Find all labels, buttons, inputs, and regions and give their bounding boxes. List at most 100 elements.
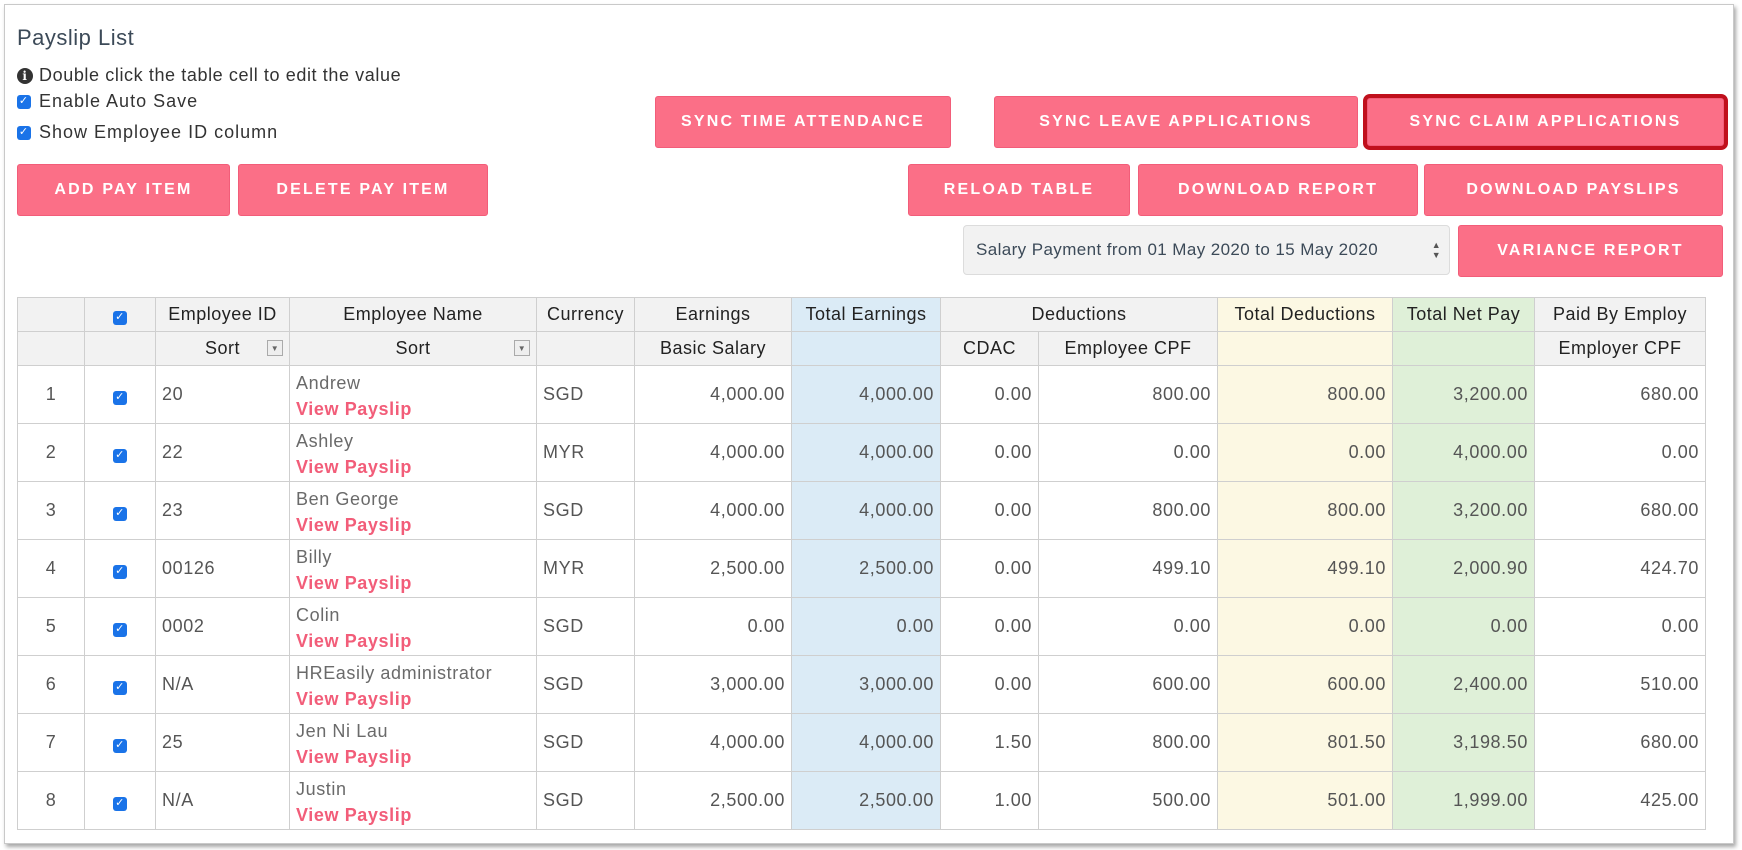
cell-total-earnings[interactable]: 2,500.00 — [791, 771, 941, 830]
cell-total-earnings[interactable]: 4,000.00 — [791, 423, 941, 482]
cell-total-net-pay[interactable]: 4,000.00 — [1392, 423, 1535, 482]
show-id-option[interactable]: ✓ Show Employee ID column — [17, 122, 278, 143]
period-select[interactable]: Salary Payment from 01 May 2020 to 15 Ma… — [963, 225, 1450, 275]
show-id-checkbox[interactable]: ✓ — [17, 125, 31, 140]
table-row[interactable]: 2 ✓ 22 Ashley View Payslip MYR 4,000.00 4,000.0… — [17, 423, 1706, 482]
cell-employer-cpf[interactable]: 510.00 — [1534, 655, 1706, 714]
row-checkbox[interactable]: ✓ — [113, 738, 127, 753]
cell-employer-cpf[interactable]: 0.00 — [1534, 597, 1706, 656]
cell-total-deductions[interactable]: 600.00 — [1217, 655, 1393, 714]
row-select-cell[interactable]: ✓ — [84, 655, 156, 714]
sort-employee-id[interactable]: Sort ▼ — [155, 331, 290, 366]
cell-employee-name[interactable]: Andrew View Payslip — [289, 365, 537, 424]
cell-employee-id[interactable]: N/A — [155, 655, 290, 714]
filter-dropdown-icon[interactable]: ▼ — [514, 340, 530, 356]
cell-cdac[interactable]: 1.00 — [940, 771, 1039, 830]
cell-employee-id[interactable]: 0002 — [155, 597, 290, 656]
cell-employee-cpf[interactable]: 499.10 — [1038, 539, 1218, 598]
cell-cdac[interactable]: 0.00 — [940, 655, 1039, 714]
cell-currency[interactable]: MYR — [536, 423, 635, 482]
cell-total-deductions[interactable]: 800.00 — [1217, 365, 1393, 424]
cell-employee-name[interactable]: HREasily administrator View Payslip — [289, 655, 537, 714]
cell-employee-name[interactable]: Ashley View Payslip — [289, 423, 537, 482]
cell-total-net-pay[interactable]: 3,200.00 — [1392, 365, 1535, 424]
row-select-cell[interactable]: ✓ — [84, 771, 156, 830]
cell-currency[interactable]: SGD — [536, 365, 635, 424]
cell-employee-name[interactable]: Billy View Payslip — [289, 539, 537, 598]
cell-basic-salary[interactable]: 2,500.00 — [634, 539, 792, 598]
view-payslip-link[interactable]: View Payslip — [296, 804, 412, 825]
cell-total-earnings[interactable]: 4,000.00 — [791, 365, 941, 424]
cell-total-earnings[interactable]: 4,000.00 — [791, 481, 941, 540]
cell-total-deductions[interactable]: 0.00 — [1217, 423, 1393, 482]
cell-total-deductions[interactable]: 501.00 — [1217, 771, 1393, 830]
cell-basic-salary[interactable]: 4,000.00 — [634, 713, 792, 772]
cell-employee-id[interactable]: 23 — [155, 481, 290, 540]
cell-employer-cpf[interactable]: 425.00 — [1534, 771, 1706, 830]
cell-employee-cpf[interactable]: 600.00 — [1038, 655, 1218, 714]
add-pay-item-button[interactable]: ADD PAY ITEM — [17, 164, 230, 216]
sync-claim-applications-button[interactable]: SYNC CLAIM APPLICATIONS — [1367, 98, 1724, 146]
cell-cdac[interactable]: 1.50 — [940, 713, 1039, 772]
filter-dropdown-icon[interactable]: ▼ — [267, 340, 283, 356]
cell-basic-salary[interactable]: 4,000.00 — [634, 423, 792, 482]
variance-report-button[interactable]: VARIANCE REPORT — [1458, 225, 1723, 277]
sort-employee-name[interactable]: Sort ▼ — [289, 331, 537, 366]
cell-employer-cpf[interactable]: 680.00 — [1534, 713, 1706, 772]
select-all-checkbox[interactable]: ✓ — [113, 310, 127, 325]
row-select-cell[interactable]: ✓ — [84, 597, 156, 656]
auto-save-option[interactable]: ✓ Enable Auto Save — [17, 91, 198, 112]
row-select-cell[interactable]: ✓ — [84, 423, 156, 482]
cell-total-net-pay[interactable]: 3,198.50 — [1392, 713, 1535, 772]
cell-basic-salary[interactable]: 2,500.00 — [634, 771, 792, 830]
cell-employee-cpf[interactable]: 800.00 — [1038, 365, 1218, 424]
row-select-cell[interactable]: ✓ — [84, 713, 156, 772]
cell-cdac[interactable]: 0.00 — [940, 597, 1039, 656]
cell-total-net-pay[interactable]: 2,400.00 — [1392, 655, 1535, 714]
cell-employee-name[interactable]: Colin View Payslip — [289, 597, 537, 656]
row-select-cell[interactable]: ✓ — [84, 365, 156, 424]
cell-basic-salary[interactable]: 4,000.00 — [634, 481, 792, 540]
cell-employee-id[interactable]: N/A — [155, 771, 290, 830]
cell-total-deductions[interactable]: 0.00 — [1217, 597, 1393, 656]
view-payslip-link[interactable]: View Payslip — [296, 746, 412, 767]
cell-employee-cpf[interactable]: 0.00 — [1038, 423, 1218, 482]
table-row[interactable]: 5 ✓ 0002 Colin View Payslip SGD 0.00 0.00 0.00 0.… — [17, 597, 1706, 656]
cell-total-deductions[interactable]: 499.10 — [1217, 539, 1393, 598]
table-row[interactable]: 8 ✓ N/A Justin View Payslip SGD 2,500.00 2,500.… — [17, 771, 1706, 830]
cell-basic-salary[interactable]: 0.00 — [634, 597, 792, 656]
row-checkbox[interactable]: ✓ — [113, 390, 127, 405]
cell-employee-id[interactable]: 25 — [155, 713, 290, 772]
cell-total-deductions[interactable]: 800.00 — [1217, 481, 1393, 540]
row-checkbox[interactable]: ✓ — [113, 622, 127, 637]
view-payslip-link[interactable]: View Payslip — [296, 456, 412, 477]
cell-total-earnings[interactable]: 3,000.00 — [791, 655, 941, 714]
cell-total-earnings[interactable]: 0.00 — [791, 597, 941, 656]
select-all-cell[interactable]: ✓ — [84, 297, 156, 332]
cell-employee-id[interactable]: 20 — [155, 365, 290, 424]
cell-basic-salary[interactable]: 4,000.00 — [634, 365, 792, 424]
cell-total-earnings[interactable]: 4,000.00 — [791, 713, 941, 772]
cell-employee-cpf[interactable]: 800.00 — [1038, 481, 1218, 540]
view-payslip-link[interactable]: View Payslip — [296, 688, 412, 709]
table-row[interactable]: 7 ✓ 25 Jen Ni Lau View Payslip SGD 4,000.00 4,0… — [17, 713, 1706, 772]
cell-employer-cpf[interactable]: 0.00 — [1534, 423, 1706, 482]
cell-employer-cpf[interactable]: 424.70 — [1534, 539, 1706, 598]
cell-total-net-pay[interactable]: 2,000.90 — [1392, 539, 1535, 598]
cell-employee-id[interactable]: 00126 — [155, 539, 290, 598]
auto-save-checkbox[interactable]: ✓ — [17, 94, 31, 109]
cell-cdac[interactable]: 0.00 — [940, 423, 1039, 482]
cell-employee-cpf[interactable]: 0.00 — [1038, 597, 1218, 656]
delete-pay-item-button[interactable]: DELETE PAY ITEM — [238, 164, 488, 216]
cell-employee-cpf[interactable]: 800.00 — [1038, 713, 1218, 772]
download-payslips-button[interactable]: DOWNLOAD PAYSLIPS — [1424, 164, 1723, 216]
sync-time-attendance-button[interactable]: SYNC TIME ATTENDANCE — [655, 96, 951, 148]
cell-employee-id[interactable]: 22 — [155, 423, 290, 482]
cell-employee-name[interactable]: Ben George View Payslip — [289, 481, 537, 540]
row-checkbox[interactable]: ✓ — [113, 448, 127, 463]
cell-employee-name[interactable]: Jen Ni Lau View Payslip — [289, 713, 537, 772]
cell-total-net-pay[interactable]: 3,200.00 — [1392, 481, 1535, 540]
table-row[interactable]: 3 ✓ 23 Ben George View Payslip SGD 4,000.00 4,0… — [17, 481, 1706, 540]
row-select-cell[interactable]: ✓ — [84, 539, 156, 598]
view-payslip-link[interactable]: View Payslip — [296, 572, 412, 593]
